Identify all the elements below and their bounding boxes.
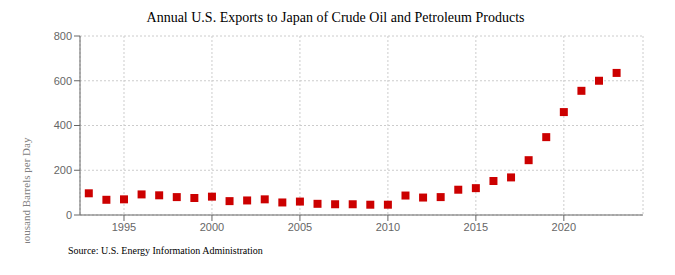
html-text:Source: U.S. Energy Informatio: Source: U.S. Energy Information Administ… [68, 245, 263, 256]
svg-text:0: 0 [66, 209, 72, 221]
svg-text:1995: 1995 [112, 221, 136, 233]
svg-text:2020: 2020 [552, 221, 576, 233]
svg-text:200: 200 [54, 164, 72, 176]
svg-text:2000: 2000 [200, 221, 224, 233]
svg-text:800: 800 [54, 30, 72, 42]
svg-text:2015: 2015 [464, 221, 488, 233]
svg-text:2010: 2010 [376, 221, 400, 233]
svg-text:600: 600 [54, 75, 72, 87]
svg-text:Thousand Barrels per Day: Thousand Barrels per Day [20, 137, 32, 243]
html-text:Annual U.S. Exports to Japan o: Annual U.S. Exports to Japan of Crude Oi… [146, 10, 525, 25]
svg-text:2005: 2005 [288, 221, 312, 233]
svg-text:400: 400 [54, 119, 72, 131]
